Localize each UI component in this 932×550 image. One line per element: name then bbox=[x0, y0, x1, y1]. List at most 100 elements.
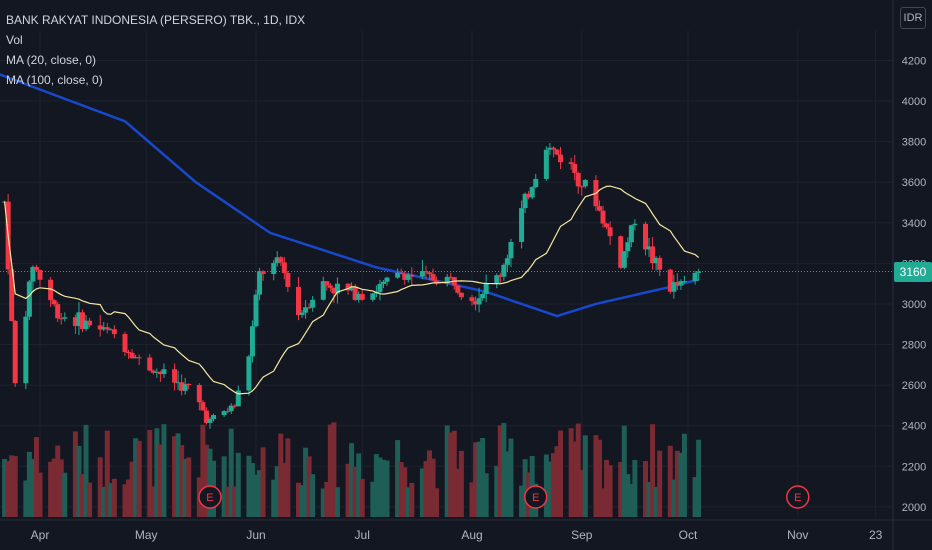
price-tick-label: 4200 bbox=[902, 55, 926, 67]
candle-body bbox=[271, 263, 277, 275]
candle-body bbox=[327, 285, 333, 288]
candle bbox=[448, 272, 454, 280]
candle-body bbox=[87, 320, 93, 326]
volume-bar bbox=[83, 424, 89, 517]
volume-bar bbox=[30, 458, 36, 517]
earnings-marker[interactable]: E bbox=[198, 485, 222, 509]
indicator-ma20[interactable]: MA (20, close, 0) bbox=[6, 53, 97, 67]
volume-bar bbox=[23, 480, 29, 517]
candle bbox=[604, 222, 610, 230]
candle bbox=[671, 274, 677, 299]
candle-body bbox=[582, 180, 588, 187]
price-tick-label: 2200 bbox=[902, 461, 926, 473]
candle-body bbox=[628, 225, 634, 243]
earnings-marker[interactable]: E bbox=[523, 485, 548, 509]
volume-bar bbox=[678, 452, 684, 517]
volume-bar bbox=[451, 430, 457, 517]
currency-button[interactable]: IDR bbox=[900, 7, 926, 29]
candle-body bbox=[398, 272, 404, 274]
candle-body bbox=[154, 371, 160, 373]
volume-bar bbox=[653, 486, 659, 517]
candle bbox=[129, 349, 135, 359]
candle-body bbox=[434, 280, 440, 284]
candle-body bbox=[572, 163, 578, 173]
candle-body bbox=[575, 172, 581, 187]
candle-body bbox=[303, 307, 309, 313]
price-tick-label: 3400 bbox=[902, 218, 926, 230]
volume-bar bbox=[398, 462, 404, 517]
candle bbox=[596, 200, 602, 212]
candle bbox=[246, 354, 252, 396]
candle bbox=[303, 300, 309, 319]
volume-bar bbox=[600, 488, 606, 517]
indicator-volume[interactable]: Vol bbox=[6, 33, 23, 47]
earnings-marker-label: E bbox=[794, 492, 801, 504]
candle bbox=[33, 264, 39, 272]
candle bbox=[547, 143, 553, 155]
volume-bar bbox=[76, 445, 82, 517]
earnings-marker[interactable]: E bbox=[786, 485, 810, 509]
time-tick-label: Jun bbox=[246, 528, 265, 542]
candle bbox=[104, 323, 110, 334]
candle bbox=[23, 310, 29, 390]
volume-bar bbox=[249, 463, 255, 517]
volume-bar bbox=[203, 444, 209, 517]
candle-body bbox=[444, 276, 450, 284]
candle bbox=[9, 264, 15, 322]
volume-bar bbox=[373, 454, 379, 517]
volume-bar bbox=[324, 481, 330, 517]
ma20-path bbox=[4, 185, 699, 395]
volume-bar bbox=[646, 481, 652, 517]
volume-bars bbox=[2, 422, 702, 517]
candle bbox=[147, 354, 153, 372]
candle-body bbox=[182, 383, 188, 391]
candle-body bbox=[419, 271, 425, 277]
candle bbox=[154, 368, 160, 378]
volume-bar bbox=[306, 456, 312, 517]
volume-bar bbox=[200, 424, 206, 517]
volume-bar bbox=[154, 428, 160, 517]
volume-bar bbox=[172, 436, 178, 517]
candle-body bbox=[320, 281, 326, 300]
candle bbox=[519, 200, 525, 249]
candle bbox=[480, 292, 486, 301]
indicator-ma100[interactable]: MA (100, close, 0) bbox=[6, 73, 103, 87]
candle bbox=[253, 289, 259, 328]
candle bbox=[395, 268, 401, 279]
candle-body bbox=[30, 266, 36, 282]
candle-body bbox=[345, 283, 351, 291]
volume-bar bbox=[349, 443, 355, 517]
volume-bar bbox=[558, 430, 564, 517]
candle-body bbox=[550, 147, 556, 150]
candle bbox=[76, 302, 82, 335]
candle-body bbox=[377, 283, 383, 292]
candle-body bbox=[349, 286, 355, 291]
candle-body bbox=[458, 292, 464, 298]
volume-bar bbox=[430, 458, 436, 517]
volume-bar bbox=[547, 461, 553, 517]
candle-body bbox=[621, 251, 627, 268]
candle-body bbox=[476, 298, 482, 305]
volume-bar bbox=[370, 481, 376, 517]
candle-body bbox=[126, 352, 132, 354]
volume-bar bbox=[186, 457, 192, 517]
candle bbox=[310, 296, 316, 312]
candle-body bbox=[533, 178, 539, 188]
candle-body bbox=[225, 411, 231, 413]
candle bbox=[257, 267, 263, 301]
symbol-title[interactable]: BANK RAKYAT INDONESIA (PERSERO) TBK., 1D… bbox=[6, 13, 306, 27]
candle bbox=[161, 363, 167, 378]
candle bbox=[550, 146, 556, 158]
candle-body bbox=[211, 415, 217, 420]
candle bbox=[327, 283, 333, 292]
candle bbox=[72, 314, 78, 334]
earnings-marker-label: E bbox=[206, 492, 213, 504]
candle-body bbox=[295, 286, 301, 316]
candle-body bbox=[409, 274, 415, 277]
candle bbox=[667, 268, 673, 294]
candle bbox=[175, 370, 181, 390]
candle bbox=[625, 237, 631, 258]
candle-body bbox=[643, 223, 649, 250]
